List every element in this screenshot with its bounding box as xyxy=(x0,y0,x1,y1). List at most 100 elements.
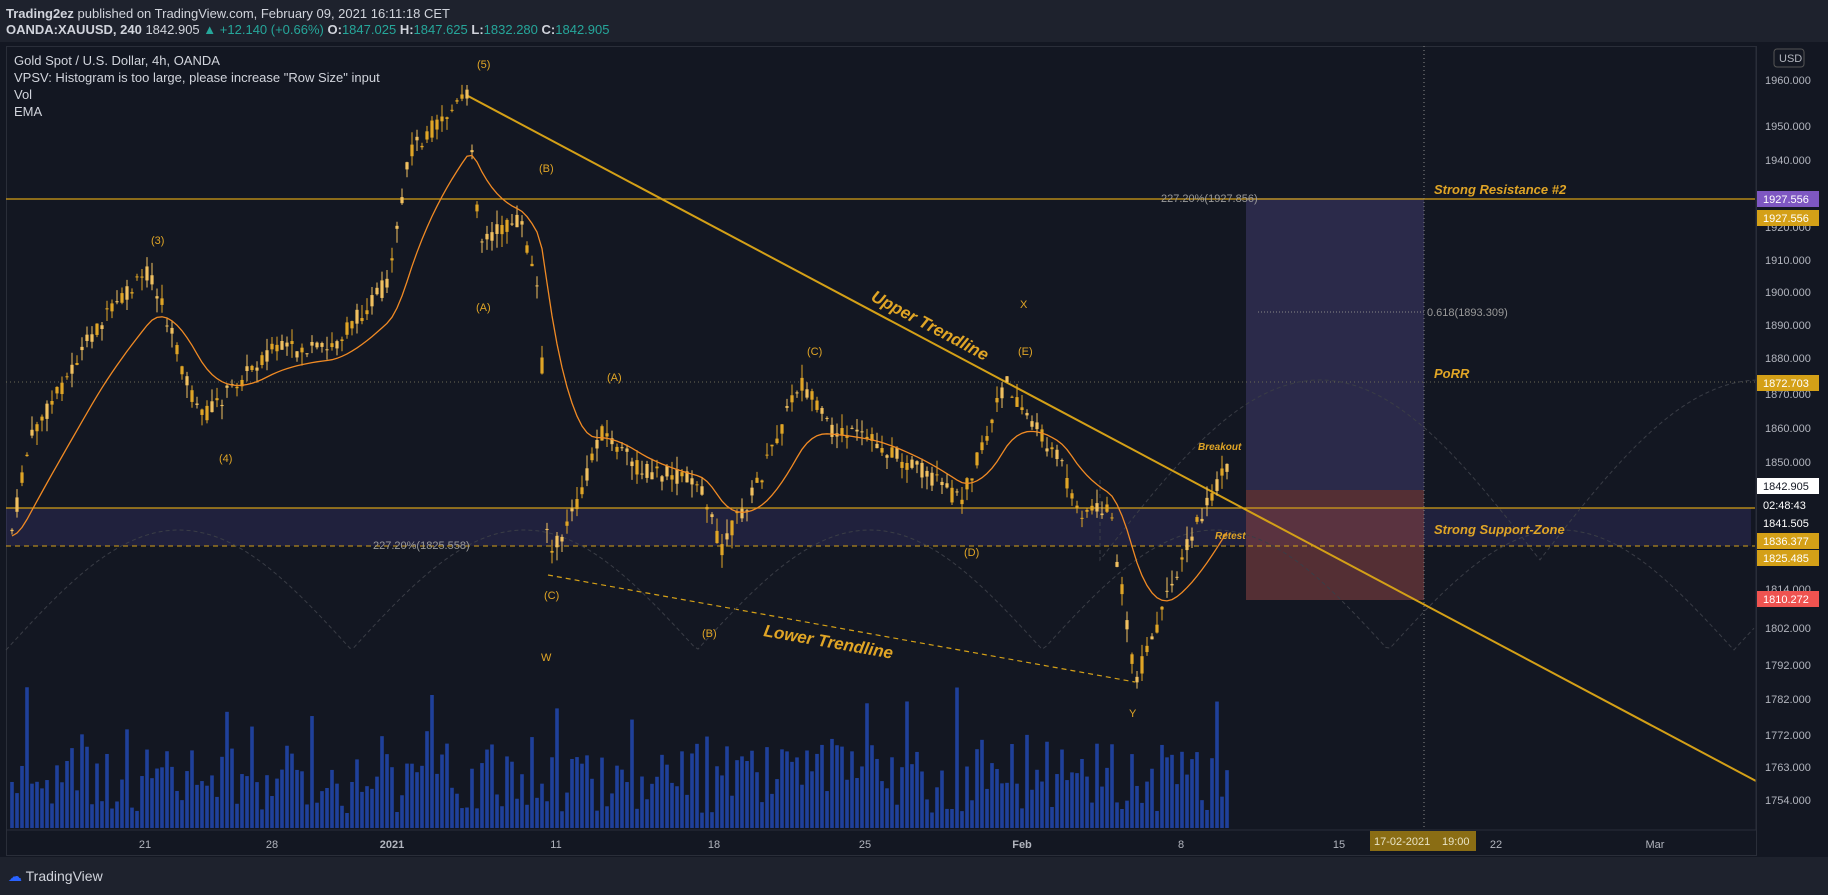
volume-bar xyxy=(725,746,729,828)
candle-body xyxy=(310,342,314,346)
volume-bar xyxy=(220,756,224,828)
candle-body xyxy=(625,448,629,452)
volume-bar xyxy=(830,738,834,828)
author-line: Trading2ez published on TradingView.com,… xyxy=(6,6,450,21)
volume-bar xyxy=(350,781,354,828)
wave-label: (A) xyxy=(476,302,491,314)
candle-body xyxy=(765,454,769,456)
time-axis[interactable]: 21 28 2021 11 18 25 Feb 8 15 22 Mar xyxy=(139,839,1665,851)
candle-body xyxy=(95,323,99,335)
candle-body xyxy=(75,362,79,365)
volume-bar xyxy=(355,759,359,828)
candle-body xyxy=(300,347,304,353)
candle-body xyxy=(535,285,539,287)
breakout-label: Breakout xyxy=(1198,442,1242,453)
candle-body xyxy=(700,486,704,495)
volume-bar xyxy=(140,776,144,828)
volume-bar xyxy=(310,716,314,828)
target-zone-box[interactable] xyxy=(1246,198,1424,490)
candle-body xyxy=(1145,645,1149,653)
candle-body xyxy=(140,276,144,278)
legend-vpsv[interactable]: VPSV: Histogram is too large, please inc… xyxy=(14,70,380,85)
volume-bar xyxy=(780,749,784,828)
volume-bar xyxy=(1190,759,1194,828)
candle-body xyxy=(1005,376,1009,383)
author-name[interactable]: Trading2ez xyxy=(6,6,74,21)
volume-bar xyxy=(210,775,214,828)
volume-bar xyxy=(40,788,44,828)
retest-label: Retest xyxy=(1215,531,1246,542)
candle-body xyxy=(925,470,929,477)
fib-top-label: 227.20%(1927.856) xyxy=(1161,193,1258,205)
volume-bar xyxy=(1080,758,1084,828)
candle-body xyxy=(810,391,814,400)
legend-title[interactable]: Gold Spot / U.S. Dollar, 4h, OANDA xyxy=(14,53,220,68)
volume-bar xyxy=(800,784,804,828)
price-tick: 1754.000 xyxy=(1765,795,1811,807)
candle-body xyxy=(530,263,534,267)
candle-body xyxy=(235,386,239,389)
volume-bar xyxy=(960,811,964,828)
candle-body xyxy=(1045,448,1049,452)
volume-bar xyxy=(385,754,389,828)
crosshair-time: 19:00 xyxy=(1442,836,1470,848)
volume-bar xyxy=(910,764,914,828)
volume-bar xyxy=(970,800,974,828)
candle-body xyxy=(660,476,664,482)
upper-trendline-label: Upper Trendline xyxy=(868,287,992,365)
candle-body xyxy=(790,395,794,403)
candle-body xyxy=(1040,429,1044,442)
candle-body xyxy=(40,416,44,421)
candle-body xyxy=(250,365,254,370)
candle-body xyxy=(100,325,104,330)
candle-body xyxy=(730,520,734,536)
volume-bar xyxy=(320,791,324,828)
upper-trendline[interactable] xyxy=(467,95,1757,782)
tradingview-logo[interactable]: ☁ TradingView xyxy=(8,868,103,885)
volume-bar xyxy=(180,800,184,828)
ema-line[interactable] xyxy=(11,154,1228,602)
volume-bar xyxy=(555,708,559,828)
candle-body xyxy=(830,424,834,437)
candle-body xyxy=(145,266,149,281)
volume-bar xyxy=(860,766,864,828)
candle-body xyxy=(185,376,189,386)
volume-bar xyxy=(735,760,739,828)
volume-bar xyxy=(685,794,689,828)
legend-ema[interactable]: EMA xyxy=(14,104,43,119)
lower-trendline[interactable] xyxy=(547,574,1136,683)
candle-body xyxy=(850,427,854,429)
candle-body xyxy=(490,232,494,241)
candle-body xyxy=(595,439,599,449)
candle-body xyxy=(605,433,609,437)
volume-bar xyxy=(755,772,759,828)
volume-bar xyxy=(990,763,994,828)
volume-bar xyxy=(480,763,484,828)
candle-body xyxy=(1175,576,1179,578)
volume-bar xyxy=(80,734,84,828)
price-tick: 1880.000 xyxy=(1765,353,1811,365)
stop-zone-box[interactable] xyxy=(1246,490,1424,600)
volume-bar xyxy=(605,806,609,828)
price-tick: 1802.000 xyxy=(1765,623,1811,635)
volume-bar xyxy=(680,751,684,828)
price-axis[interactable]: 1960.0001950.0001940.0001920.0001910.000… xyxy=(1765,75,1811,807)
candle-body xyxy=(1035,422,1039,430)
candle-body xyxy=(1195,517,1199,522)
wave-label: (5) xyxy=(477,59,490,71)
legend-vol[interactable]: Vol xyxy=(14,87,33,102)
volume-bar xyxy=(365,786,369,828)
candle-body xyxy=(450,109,454,111)
candle-body xyxy=(545,528,549,531)
volume-bar xyxy=(265,775,269,828)
currency-badge[interactable] xyxy=(1773,48,1805,68)
volume-bar xyxy=(720,775,724,828)
candle-body xyxy=(190,390,194,402)
candle-body xyxy=(1225,463,1229,472)
candle-body xyxy=(150,275,154,285)
volume-bar xyxy=(640,776,644,828)
time-tick: 21 xyxy=(139,839,151,851)
candle-body xyxy=(705,506,709,510)
wave-label: (B) xyxy=(539,163,554,175)
